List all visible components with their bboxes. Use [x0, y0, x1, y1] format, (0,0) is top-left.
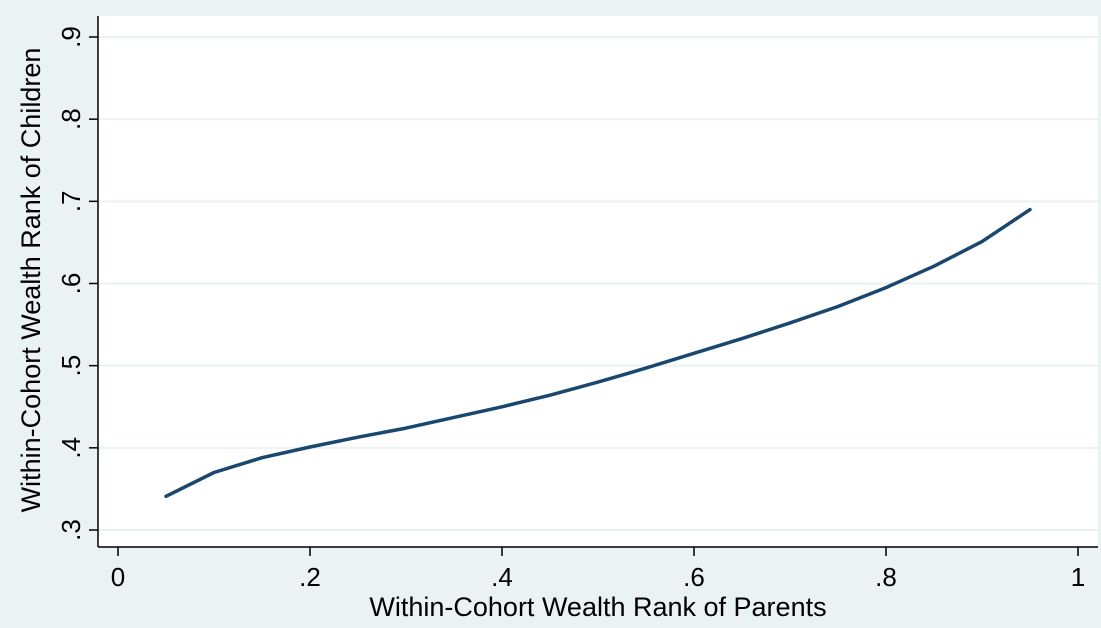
x-axis-title: Within-Cohort Wealth Rank of Parents — [369, 592, 826, 622]
x-tick-label: .2 — [299, 562, 321, 592]
series-line — [164, 207, 1032, 499]
y-tick-label: .5 — [56, 355, 86, 377]
y-tick-label: .7 — [56, 190, 86, 212]
y-tick-label: .9 — [56, 26, 86, 48]
y-tick-label: .4 — [56, 437, 86, 459]
x-tick-label: .4 — [491, 562, 513, 592]
plot-area — [98, 16, 1098, 547]
y-tick-label: .8 — [56, 108, 86, 130]
y-tick-label: .6 — [56, 273, 86, 295]
y-tick-label: .3 — [56, 519, 86, 541]
x-tick-label: .6 — [683, 562, 705, 592]
x-tick-label: 0 — [111, 562, 125, 592]
x-tick-label: .8 — [875, 562, 897, 592]
y-axis-title: Within-Cohort Wealth Rank of Children — [16, 48, 46, 513]
x-tick-label: 1 — [1071, 562, 1085, 592]
